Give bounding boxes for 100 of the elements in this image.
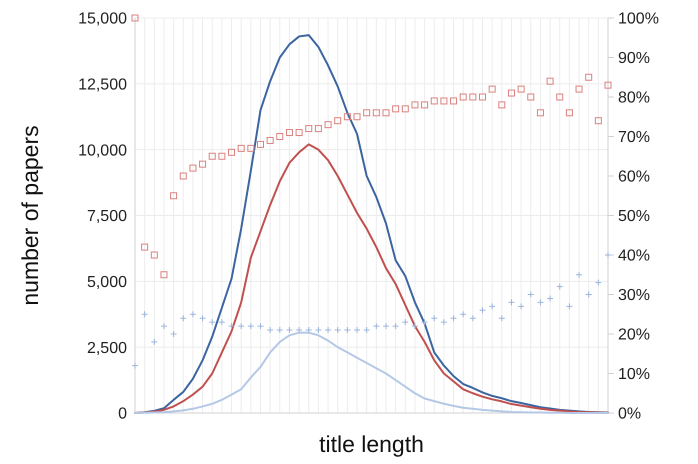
point xyxy=(479,94,486,100)
point xyxy=(247,144,254,152)
point xyxy=(228,322,236,330)
point xyxy=(170,330,178,338)
point xyxy=(498,314,506,322)
point xyxy=(527,94,534,100)
y-tick-label: 15,000 xyxy=(78,10,128,28)
point xyxy=(604,252,612,258)
point xyxy=(305,125,312,132)
y2-tick-label: 50% xyxy=(618,208,650,226)
point xyxy=(344,326,351,334)
y-tick-label: 0 xyxy=(118,406,128,423)
point xyxy=(556,94,564,100)
point xyxy=(498,101,506,108)
point xyxy=(199,314,206,322)
point xyxy=(189,164,196,172)
point xyxy=(189,310,196,318)
point xyxy=(160,322,168,330)
point xyxy=(460,310,467,318)
point xyxy=(141,310,148,318)
point xyxy=(218,318,226,326)
point xyxy=(305,326,312,334)
point xyxy=(585,74,592,81)
point xyxy=(411,322,418,330)
y2-tick-label: 40% xyxy=(618,248,650,265)
point xyxy=(228,148,236,156)
point xyxy=(238,144,245,152)
point xyxy=(392,105,400,112)
point xyxy=(372,322,380,330)
point xyxy=(180,172,187,180)
point xyxy=(450,97,458,104)
point xyxy=(594,117,602,124)
point xyxy=(208,152,216,160)
point xyxy=(430,314,438,322)
point xyxy=(604,82,612,89)
point xyxy=(402,318,409,326)
y2-tick-label: 80% xyxy=(618,90,650,107)
point xyxy=(286,129,293,136)
point xyxy=(150,338,158,346)
point xyxy=(256,322,264,330)
point xyxy=(266,326,274,334)
point xyxy=(469,94,476,100)
y2-tick-label: 90% xyxy=(618,50,650,68)
point xyxy=(170,192,178,200)
point xyxy=(536,298,544,306)
point xyxy=(247,322,254,330)
y2-tick-label: 60% xyxy=(618,168,650,186)
point xyxy=(334,117,342,124)
y2-tick-label: 70% xyxy=(618,129,650,146)
point xyxy=(430,97,438,104)
y2-tick-label: 10% xyxy=(618,366,650,384)
point xyxy=(372,109,380,116)
point xyxy=(402,105,409,112)
point xyxy=(132,362,138,370)
point xyxy=(479,306,486,314)
point xyxy=(536,109,544,116)
point xyxy=(392,322,400,330)
point xyxy=(421,101,428,108)
point xyxy=(382,109,390,116)
point xyxy=(440,97,448,104)
y2-tick-label: 100% xyxy=(618,10,659,28)
point xyxy=(180,314,187,322)
point xyxy=(276,133,284,140)
point xyxy=(518,86,525,93)
point xyxy=(411,101,418,108)
point xyxy=(566,302,573,310)
point xyxy=(286,326,293,334)
point xyxy=(218,152,226,160)
point xyxy=(208,318,216,326)
point xyxy=(440,318,448,326)
point xyxy=(421,318,428,326)
point xyxy=(296,129,303,136)
point xyxy=(546,78,554,85)
x-axis-title: title length xyxy=(319,431,424,457)
y-tick-label: 7,500 xyxy=(86,208,128,226)
point xyxy=(556,283,564,290)
point xyxy=(566,109,573,116)
point xyxy=(508,298,515,306)
point xyxy=(160,271,168,278)
point xyxy=(266,136,274,144)
point xyxy=(363,109,370,116)
point xyxy=(324,121,332,128)
point xyxy=(344,113,351,120)
point xyxy=(576,86,583,93)
y-tick-label: 10,000 xyxy=(78,142,128,160)
point xyxy=(256,140,264,148)
point xyxy=(546,294,554,302)
y-tick-label: 5,000 xyxy=(86,274,128,291)
point xyxy=(460,94,467,100)
point xyxy=(296,326,303,334)
point xyxy=(141,244,148,251)
point xyxy=(488,302,496,310)
y-tick-label: 12,500 xyxy=(78,76,128,94)
point xyxy=(314,326,322,334)
point xyxy=(585,291,592,298)
point xyxy=(354,113,361,120)
point xyxy=(382,322,390,330)
y2-tick-label: 20% xyxy=(618,326,650,344)
point xyxy=(314,125,322,132)
point xyxy=(150,252,158,258)
